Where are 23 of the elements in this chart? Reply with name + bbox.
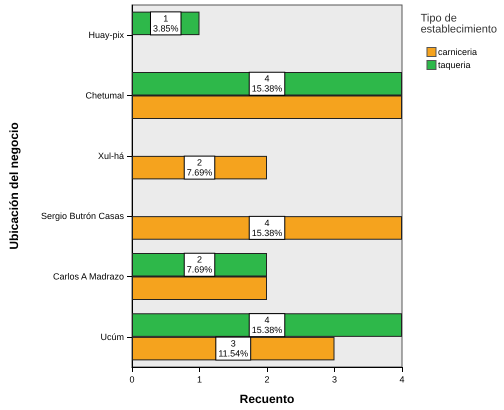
data-label: 4 15.38%	[252, 218, 282, 238]
y-tick-label: Huay-pix	[88, 30, 124, 40]
x-axis-title: Recuento	[240, 392, 294, 406]
x-tick-label: 1	[196, 374, 202, 384]
legend-label: carniceria	[438, 47, 477, 57]
legend-label: taqueria	[438, 60, 471, 70]
y-tick-label: Carlos A Madrazo	[52, 272, 124, 282]
x-tick-label: 3	[332, 374, 338, 384]
data-label: 3 11.54%	[218, 338, 248, 359]
y-tick-label: Xul-há	[98, 150, 124, 161]
y-tick-label: Ucúm	[100, 332, 124, 342]
y-tick-label: Sergio Butrón Casas	[40, 211, 124, 222]
data-label: 2 7.69%	[186, 158, 212, 178]
y-axis-title: Ubicación del negocio	[7, 122, 21, 250]
x-tick-label: 4	[399, 374, 405, 384]
data-label: 1 3.85%	[152, 13, 179, 34]
x-tick-label: 2	[264, 374, 270, 384]
y-tick-label: Chetumal	[85, 90, 124, 100]
legend-title: Tipo de establecimiento	[420, 12, 498, 36]
data-label: 4 15.38%	[252, 315, 282, 336]
x-tick-label: 0	[129, 374, 135, 384]
data-label: 2 7.69%	[186, 254, 212, 275]
data-label: 4 15.38%	[252, 74, 282, 94]
